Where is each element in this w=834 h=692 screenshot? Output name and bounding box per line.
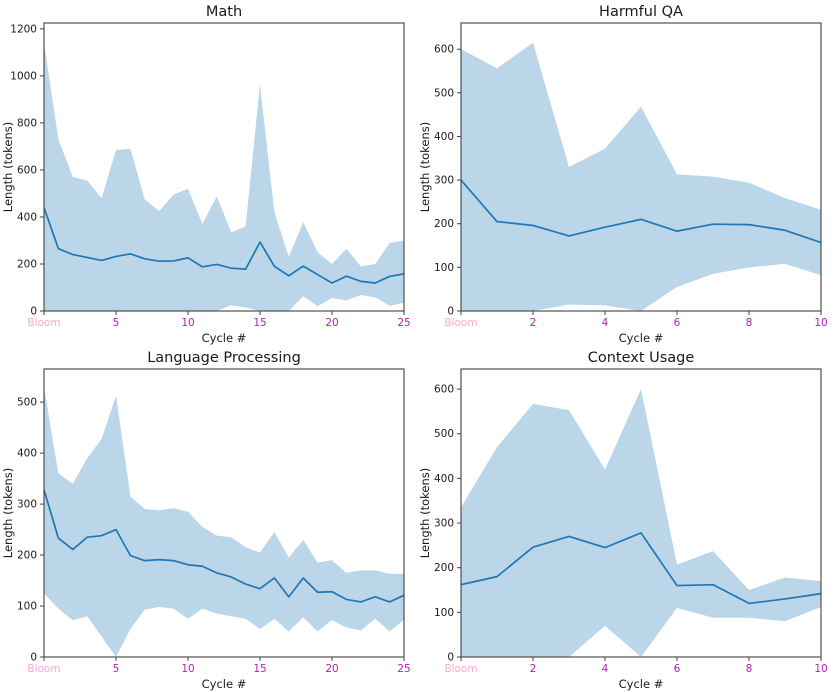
y-tick-label: 500	[17, 397, 37, 409]
x-tick-label-bloom: Bloom	[444, 317, 477, 329]
x-tick-label: 2	[530, 317, 537, 329]
x-tick-label: 4	[602, 317, 609, 329]
x-tick-label: 5	[113, 317, 120, 329]
x-tick-label: 2	[530, 663, 537, 675]
plot-border	[460, 22, 822, 312]
chart-canvas: 0 100 200 300 400 500 600 Bloom 2 4 6 8 10 Harmful QA…	[418, 4, 828, 345]
y-tick-label: 0	[30, 652, 37, 664]
y-tick-label: 400	[17, 448, 37, 460]
chart-language-processing: 0 100 200 300 400 500 Bloom 5 10 15 20 25 Language P…	[0, 346, 417, 692]
confidence-band	[44, 386, 404, 657]
x-tick-label-bloom: Bloom	[444, 663, 477, 675]
x-tick-label-bloom: Bloom	[27, 663, 60, 675]
x-tick-label: 10	[814, 663, 827, 675]
y-tick-label: 600	[434, 384, 454, 396]
chart-harmful-qa: 0 100 200 300 400 500 600 Bloom 2 4 6 8 10 Harmful QA…	[417, 0, 834, 346]
x-tick-label: 8	[746, 663, 753, 675]
confidence-band	[461, 42, 821, 311]
y-tick-label: 200	[434, 562, 454, 574]
y-tick-label: 600	[434, 44, 454, 56]
y-tick-label: 800	[17, 117, 37, 129]
x-tick-label: 10	[181, 317, 194, 329]
y-tick-label: 100	[434, 607, 454, 619]
x-tick-label: 5	[113, 663, 120, 675]
y-tick-label: 300	[434, 175, 454, 187]
x-tick-label: 4	[602, 663, 609, 675]
x-tick-label: 6	[674, 317, 681, 329]
y-tick-label: 400	[434, 131, 454, 143]
confidence-band	[44, 42, 404, 311]
x-tick-label: 8	[746, 317, 753, 329]
x-axis-label: Cycle #	[619, 677, 664, 691]
x-tick-label: 20	[325, 317, 338, 329]
chart-math: 0 200 400 600 800 1000 1200 Bloom 5 10 15 20 25 Math C…	[0, 0, 417, 346]
chart-context-usage: 0 100 200 300 400 500 600 Bloom 2 4 6 8 10 Context Us…	[417, 346, 834, 692]
x-axis-label: Cycle #	[619, 331, 664, 345]
chart-canvas: 0 200 400 600 800 1000 1200 Bloom 5 10 15 20 25 Math C…	[1, 4, 411, 345]
x-tick-label: 20	[325, 663, 338, 675]
y-tick-label: 300	[434, 518, 454, 530]
mean-line	[461, 179, 821, 244]
y-tick-label: 300	[17, 499, 37, 511]
y-tick-label: 200	[434, 218, 454, 230]
x-tick-label: 15	[253, 663, 266, 675]
x-tick-label-bloom: Bloom	[27, 317, 60, 329]
y-tick-label: 600	[17, 164, 37, 176]
y-tick-label: 100	[17, 601, 37, 613]
x-axis-label: Cycle #	[202, 331, 247, 345]
y-tick-label: 0	[30, 306, 37, 318]
chart-canvas: 0 100 200 300 400 500 Bloom 5 10 15 20 25 Language P…	[1, 350, 411, 691]
y-tick-label: 200	[17, 550, 37, 562]
y-axis-label: Length (tokens)	[1, 122, 15, 212]
chart-title: Harmful QA	[599, 4, 683, 20]
mean-line	[44, 489, 404, 603]
plot-border	[43, 368, 405, 658]
chart-canvas: 0 100 200 300 400 500 600 Bloom 2 4 6 8 10 Context Us…	[418, 350, 828, 691]
y-tick-label: 1200	[10, 23, 37, 35]
x-tick-label: 25	[397, 317, 410, 329]
y-tick-label: 200	[17, 258, 37, 270]
x-tick-label: 10	[814, 317, 827, 329]
x-tick-label: 6	[674, 663, 681, 675]
y-tick-label: 400	[434, 473, 454, 485]
chart-title: Language Processing	[147, 350, 301, 366]
y-axis-label: Length (tokens)	[1, 468, 15, 558]
chart-title: Context Usage	[588, 350, 695, 366]
y-tick-label: 100	[434, 262, 454, 274]
x-tick-label: 10	[181, 663, 194, 675]
y-tick-label: 500	[434, 428, 454, 440]
x-tick-label: 15	[253, 317, 266, 329]
y-tick-label: 400	[17, 211, 37, 223]
confidence-band	[461, 389, 821, 657]
x-tick-label: 25	[397, 663, 410, 675]
plot-border	[460, 368, 822, 658]
mean-line	[44, 207, 404, 284]
y-axis-label: Length (tokens)	[418, 468, 432, 558]
plot-border	[43, 22, 405, 312]
x-axis-label: Cycle #	[202, 677, 247, 691]
y-tick-label: 0	[447, 652, 454, 664]
y-tick-label: 0	[447, 306, 454, 318]
y-tick-label: 1000	[10, 70, 37, 82]
chart-title: Math	[206, 4, 242, 20]
y-tick-label: 500	[434, 87, 454, 99]
y-axis-label: Length (tokens)	[418, 122, 432, 212]
mean-line	[461, 532, 821, 605]
